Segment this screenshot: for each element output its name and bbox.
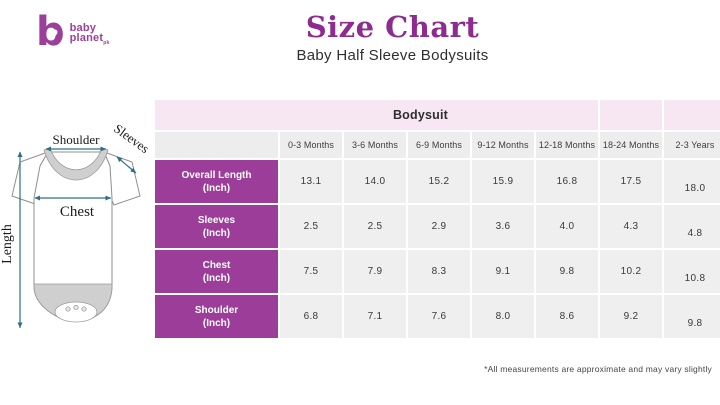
size-table: Bodysuit 0-3 Months 3-6 Months 6-9 Months 9-… bbox=[155, 100, 720, 338]
value-cell: 7.6 bbox=[408, 295, 470, 338]
logo-line2: planetpk bbox=[69, 32, 110, 47]
column-header-cell: 6-9 Months bbox=[408, 132, 470, 158]
value-cell: 18.0 bbox=[664, 160, 720, 203]
column-header-cell: 18-24 Months bbox=[600, 132, 662, 158]
value-cell: 8.6 bbox=[536, 295, 598, 338]
value-cell: 9.8 bbox=[536, 250, 598, 293]
value-cell: 2.5 bbox=[344, 205, 406, 248]
column-header-cell: 2-3 Years bbox=[664, 132, 720, 158]
value-cell: 3.6 bbox=[472, 205, 534, 248]
logo-wordmark: baby planetpk bbox=[70, 23, 110, 48]
group-header-cell: Bodysuit bbox=[155, 100, 598, 130]
value-cell: 7.9 bbox=[344, 250, 406, 293]
group-header-spacer-cell bbox=[600, 100, 662, 130]
snap-button bbox=[65, 306, 71, 312]
column-header-cell: 0-3 Months bbox=[280, 132, 342, 158]
crotch-flap-shape bbox=[54, 301, 98, 323]
column-header-spacer-cell bbox=[155, 132, 278, 158]
column-header-cell: 9-12 Months bbox=[472, 132, 534, 158]
page-header: Size Chart Baby Half Sleeve Bodysuits bbox=[240, 10, 545, 64]
column-header-cell: 3-6 Months bbox=[344, 132, 406, 158]
shoulder-label: Shoulder bbox=[53, 132, 101, 147]
collar-shape bbox=[43, 147, 109, 181]
value-cell: 10.2 bbox=[600, 250, 662, 293]
value-cell: 15.9 bbox=[472, 160, 534, 203]
value-cell: 14.0 bbox=[344, 160, 406, 203]
page-subtitle: Baby Half Sleeve Bodysuits bbox=[296, 47, 489, 64]
sleeves-arrow bbox=[116, 156, 137, 174]
value-cell: 7.1 bbox=[344, 295, 406, 338]
value-cell: 8.3 bbox=[408, 250, 470, 293]
snap-button bbox=[73, 304, 79, 311]
value-cell: 2.5 bbox=[280, 205, 342, 248]
footnote: *All measurements are approximate and ma… bbox=[484, 364, 712, 374]
value-cell: 13.1 bbox=[280, 160, 342, 203]
value-cell: 7.5 bbox=[280, 250, 342, 293]
value-cell: 17.5 bbox=[600, 160, 662, 203]
value-cell: 15.2 bbox=[408, 160, 470, 203]
heart-icon: ♥ bbox=[47, 28, 59, 43]
row-header-cell: Chest (Inch) bbox=[155, 250, 278, 293]
snap-button bbox=[81, 306, 87, 312]
row-header-cell: Shoulder (Inch) bbox=[155, 295, 278, 338]
row-header-cell: Sleeves (Inch) bbox=[155, 205, 278, 248]
brand-logo: b ♥ baby planetpk bbox=[36, 9, 110, 55]
value-cell: 9.8 bbox=[664, 295, 720, 338]
value-cell: 4.8 bbox=[664, 205, 720, 248]
logo-suffix: pk bbox=[103, 40, 110, 47]
value-cell: 16.8 bbox=[536, 160, 598, 203]
bodysuit-diagram: Shoulder Sleeves Chest Length bbox=[0, 121, 152, 328]
value-cell: 9.1 bbox=[472, 250, 534, 293]
value-cell: 9.2 bbox=[600, 295, 662, 338]
value-cell: 4.3 bbox=[600, 205, 662, 248]
chest-label: Chest bbox=[60, 204, 95, 220]
value-cell: 10.8 bbox=[664, 250, 720, 293]
value-cell: 6.8 bbox=[280, 295, 342, 338]
page-title: Size Chart bbox=[305, 10, 480, 44]
sleeves-label: Sleeves bbox=[111, 121, 152, 156]
logo-line1: baby bbox=[69, 22, 97, 34]
value-cell: 2.9 bbox=[408, 205, 470, 248]
group-header-spacer-cell bbox=[664, 100, 720, 130]
logo-b-icon: b ♥ bbox=[36, 9, 65, 55]
row-header-cell: Overall Length (Inch) bbox=[155, 160, 278, 203]
column-header-cell: 12-18 Months bbox=[536, 132, 598, 158]
length-label: Length bbox=[0, 224, 15, 264]
value-cell: 8.0 bbox=[472, 295, 534, 338]
value-cell: 4.0 bbox=[536, 205, 598, 248]
